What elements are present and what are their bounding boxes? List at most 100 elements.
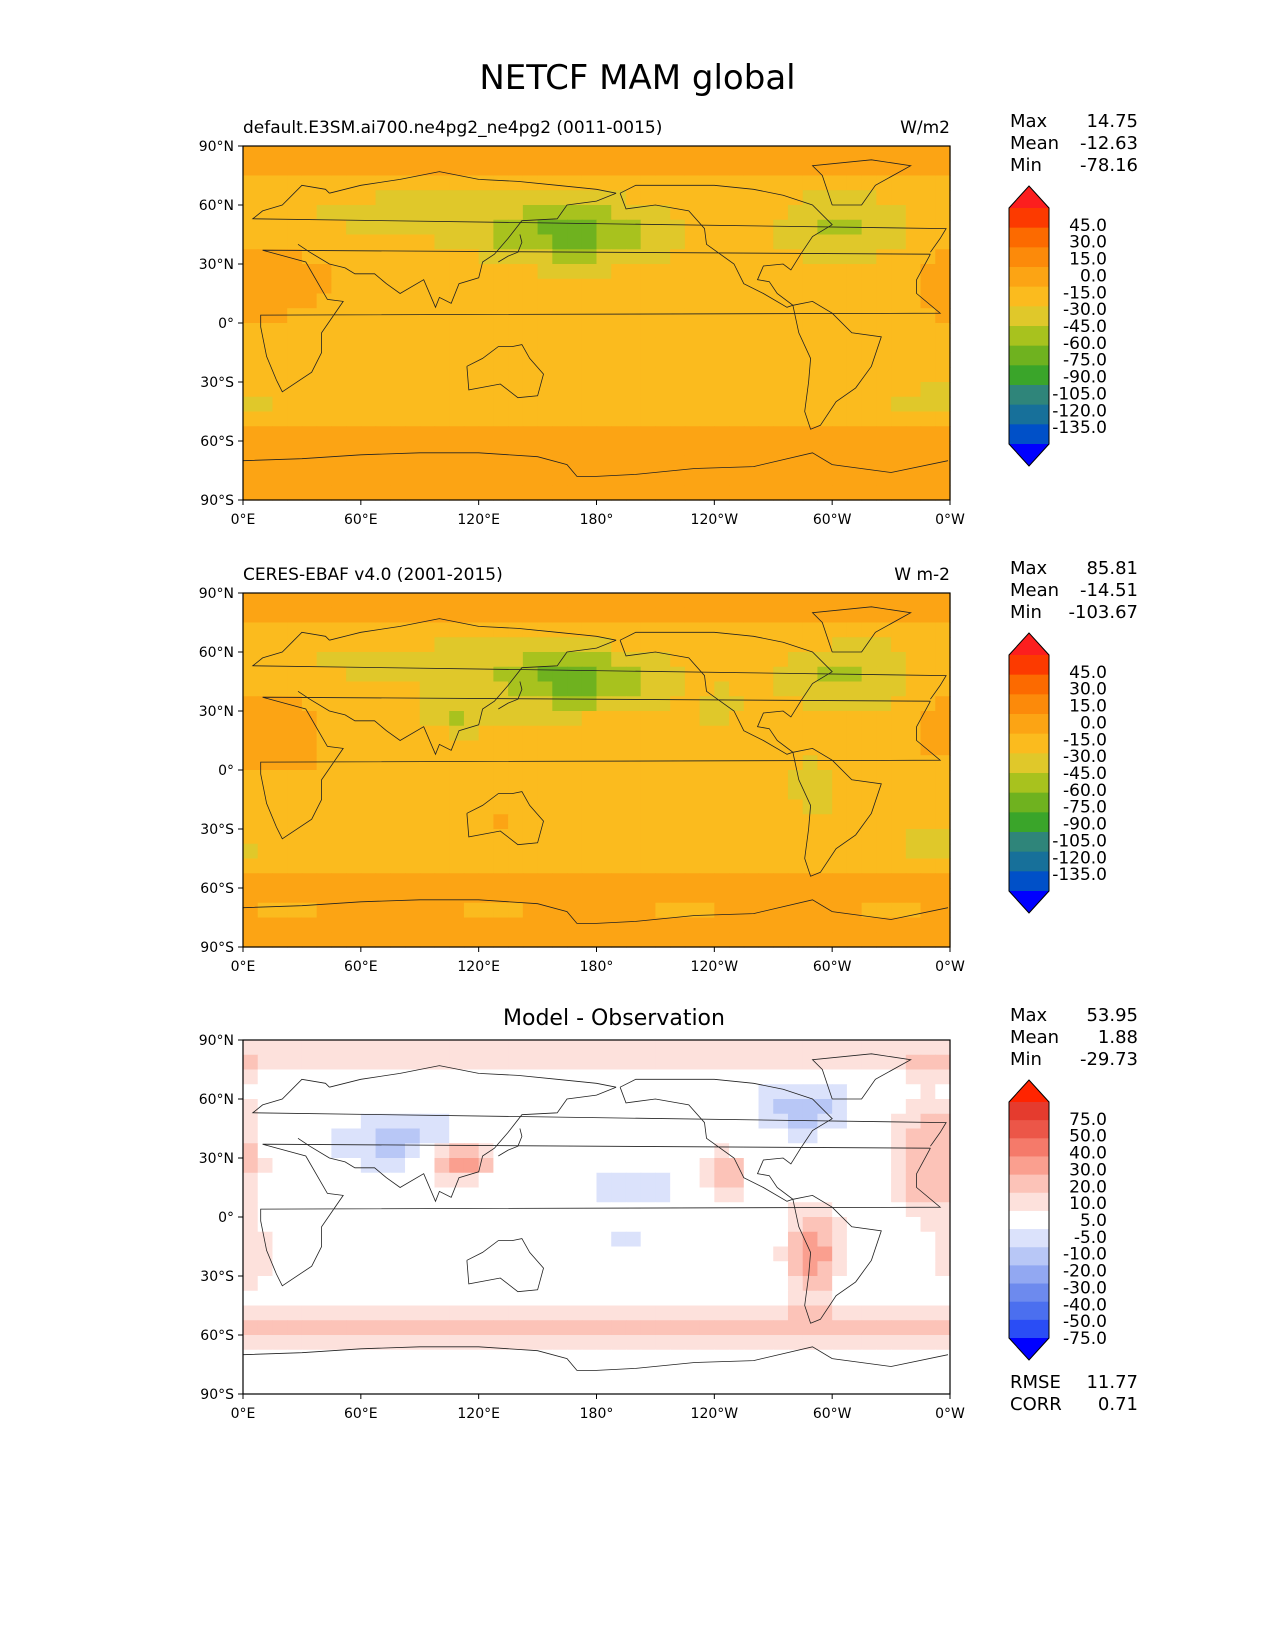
field-cell [817,1231,833,1248]
field-cell [567,1379,583,1395]
field-cell [243,637,259,653]
field-cell [611,1187,627,1203]
field-cell [375,799,391,815]
field-cell [655,1158,671,1174]
field-cell [684,1246,701,1262]
field-cell [920,1113,936,1130]
colorbar-label: -90.0 [1063,815,1107,835]
stat-label: Mean [1010,1027,1060,1048]
field-cell [861,666,877,683]
field-cell [729,637,745,653]
field-cell [670,352,686,368]
field-cell [846,1128,863,1144]
field-cell [552,755,568,771]
field-cell [463,293,480,309]
field-cell [567,1349,583,1366]
field-cell [655,902,671,919]
field-cell [552,1231,568,1248]
field-cell [596,308,612,324]
field-cell [655,799,671,815]
field-cell [596,784,612,801]
y-tick-label: 30°S [200,1269,234,1285]
field-cell [581,396,598,413]
field-cell [905,681,922,697]
field-cell [375,1069,391,1085]
field-cell [301,829,318,845]
field-cell [331,1054,347,1071]
field-cell [581,175,598,191]
field-cell [714,441,730,457]
field-cell [493,755,509,771]
field-cell [360,681,377,697]
field-cell [729,470,745,486]
field-cell [301,1379,318,1395]
field-cell [625,382,642,398]
field-cell [684,593,701,609]
field-cell [684,470,701,486]
field-cell [419,219,436,236]
field-cell [522,784,539,801]
field-cell [846,308,863,324]
field-cell [655,1246,671,1262]
field-cell [287,1276,303,1292]
field-cell [434,1099,450,1115]
field-cell [478,1187,494,1203]
field-cell [463,1290,480,1307]
field-cell [832,264,848,280]
field-cell [935,411,951,427]
field-cell [817,1040,833,1056]
field-cell [596,917,612,933]
field-cell [861,932,877,948]
field-cell [287,293,303,309]
field-cell [552,843,568,860]
field-cell [640,1320,657,1336]
field-cell [272,308,288,324]
field-cell [655,146,671,162]
field-cell [478,205,494,221]
field-cell [670,411,686,427]
field-cell [272,1099,288,1115]
field-cell [434,725,450,742]
field-cell [905,740,922,756]
field-cell [625,725,642,742]
field-cell [832,308,848,324]
field-cell [331,917,347,933]
field-cell [434,426,450,442]
field-cell [522,1276,539,1292]
field-cell [758,843,774,860]
field-cell [463,234,480,250]
field-cell [360,278,377,295]
field-cell [670,234,686,250]
field-cell [390,1349,406,1366]
field-cell [478,455,494,472]
field-cell [316,1261,332,1277]
field-cell [802,264,819,280]
field-cell [390,799,406,815]
field-cell [419,770,436,786]
field-cell [625,293,642,309]
field-cell [257,1069,274,1085]
coastline [242,452,949,477]
field-cell [846,858,863,874]
field-cell [773,1335,789,1351]
field-cell [522,1099,539,1115]
field-cell [567,593,583,609]
field-cell [581,1290,598,1307]
field-cell [891,411,907,427]
y-tick-label: 90°N [199,586,234,602]
field-cell [331,829,347,845]
field-cell [920,873,936,889]
field-cell [655,1202,671,1218]
field-cell [611,814,627,830]
field-cell [684,455,701,472]
field-cell [316,1320,332,1336]
field-cell [596,1349,612,1366]
field-cell [729,888,745,904]
field-cell [463,1084,480,1100]
field-cell [640,1069,657,1085]
field-cell [891,725,907,742]
field-cell [802,711,819,727]
field-cell [729,264,745,280]
field-cell [449,205,465,221]
field-cell [346,1364,362,1380]
